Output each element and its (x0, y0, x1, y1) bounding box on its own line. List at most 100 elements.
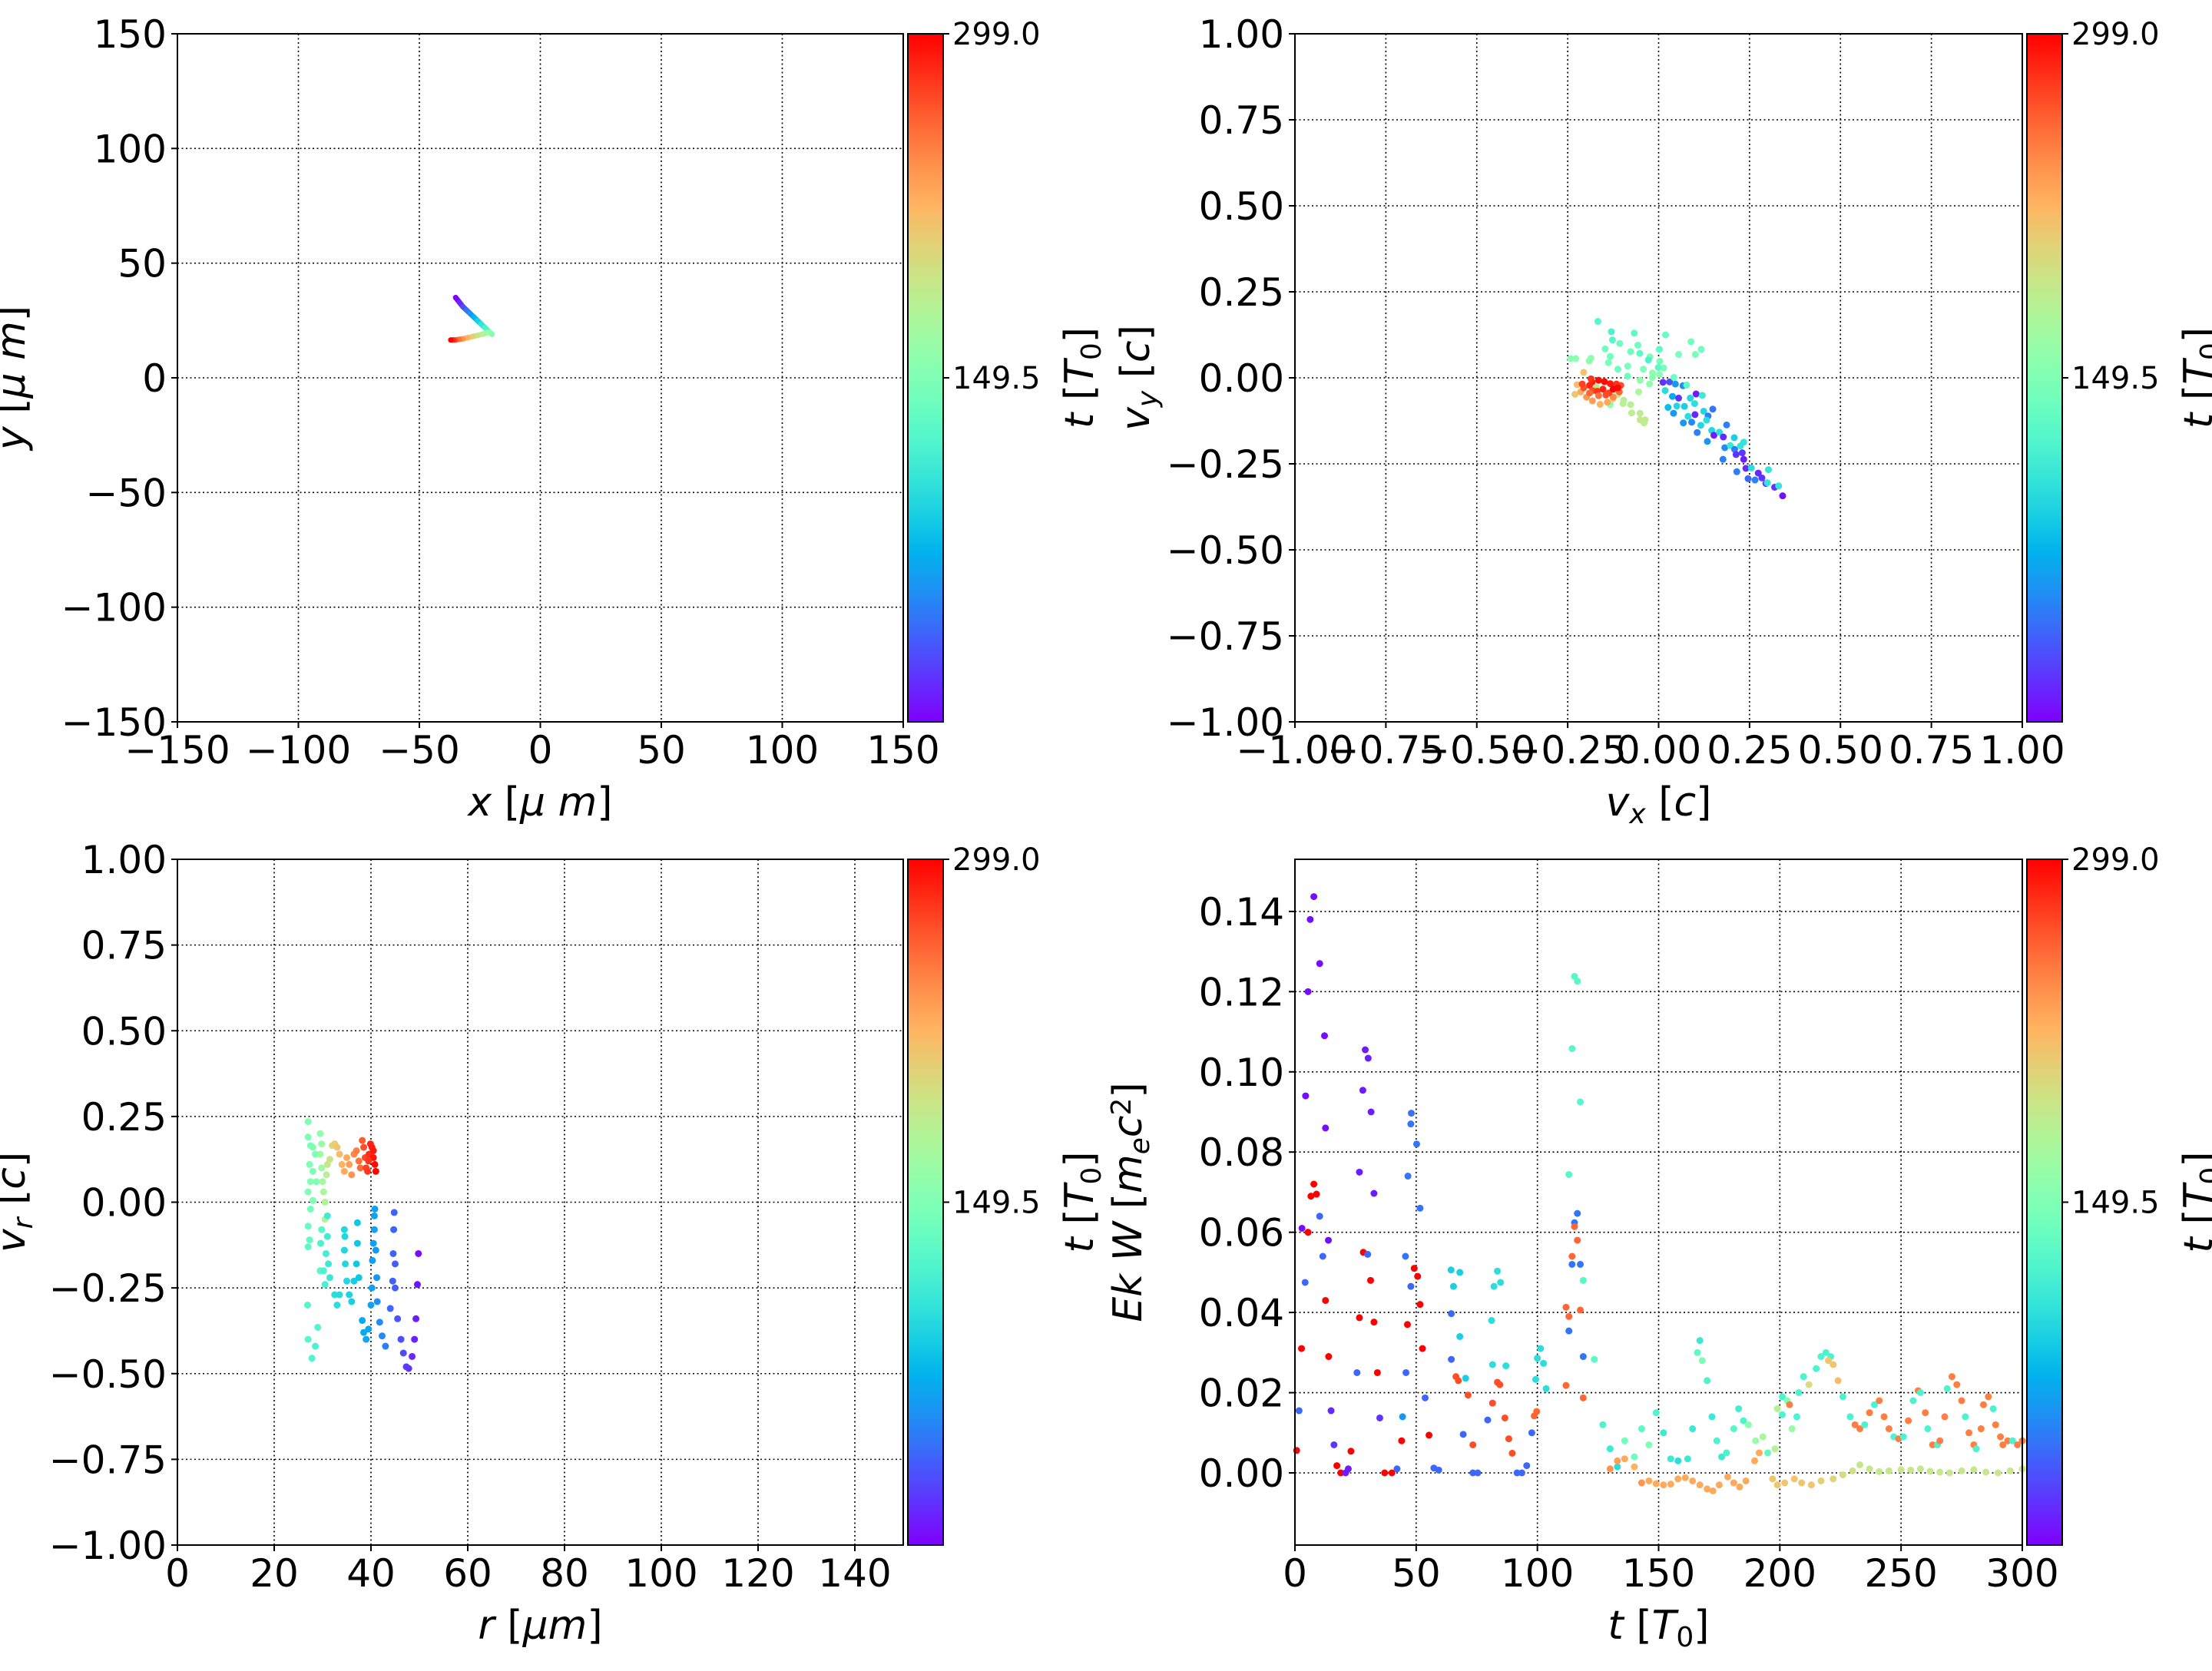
data-point (1666, 378, 1674, 385)
data-point (1965, 1429, 1973, 1437)
data-point (1781, 1479, 1789, 1487)
data-point (1631, 1453, 1638, 1461)
data-point (1641, 419, 1648, 427)
data-point (1704, 1485, 1711, 1493)
colorbar-tick-label: 149.5 (952, 361, 1041, 396)
data-point (1751, 1457, 1759, 1464)
data-point (1579, 1394, 1587, 1401)
data-point (303, 1301, 311, 1309)
x-tick-label: 100 (1501, 1551, 1574, 1596)
data-point (308, 1355, 316, 1362)
data-point (1909, 1397, 1917, 1405)
data-point (1992, 1421, 1999, 1428)
data-point (320, 1188, 327, 1196)
data-point (1943, 1385, 1951, 1392)
data-point (304, 1223, 312, 1230)
colorbar-gradient-bar (907, 859, 944, 1546)
y-axis-label-part: ] (1105, 1082, 1151, 1097)
data-point (405, 1365, 412, 1372)
data-point (1333, 1462, 1341, 1470)
data-point (1325, 1236, 1333, 1244)
y-tick-label: 0.00 (1199, 356, 1284, 401)
data-point (365, 1325, 373, 1333)
data-point (304, 1118, 312, 1126)
x-axis-label-part: T (1652, 1603, 1680, 1649)
data-point (346, 1160, 353, 1168)
colorbar-label-part: ] (1057, 327, 1103, 342)
colorbar-label-part: 0 (2195, 342, 2212, 360)
y-axis-label-part: y (0, 425, 35, 452)
data-point (1697, 346, 1705, 353)
data-point (319, 1178, 326, 1186)
colorbar-label-part: ] (2176, 1151, 2212, 1166)
data-point (1364, 1250, 1372, 1258)
data-point (1773, 1405, 1781, 1412)
data-point (1565, 1170, 1573, 1178)
data-point (1645, 1441, 1653, 1448)
data-point (372, 1167, 379, 1175)
data-point (1689, 1425, 1697, 1433)
data-point (338, 1160, 346, 1168)
data-point (1688, 419, 1696, 426)
data-point (1667, 1455, 1674, 1463)
data-point (1713, 1437, 1720, 1444)
data-point (1608, 328, 1615, 336)
data-point (1778, 1393, 1786, 1401)
y-tick-label: −0.25 (49, 1266, 167, 1311)
data-point (322, 1249, 329, 1257)
data-point (1723, 1449, 1730, 1457)
data-point (1456, 1269, 1464, 1276)
colorbar-label-part: T (2176, 357, 2212, 385)
data-point (314, 1323, 322, 1331)
data-point (376, 1319, 383, 1326)
colorbar: 299.0 149.5 t [T0] (907, 17, 1108, 723)
data-point (2014, 1441, 2022, 1448)
data-point (353, 1239, 361, 1247)
x-axis-label-part: μm (522, 1603, 588, 1649)
colorbar: 299.0 149.5 t [T0] (2026, 17, 2212, 723)
data-point (1577, 1306, 1584, 1314)
y-axis-label-part: ] (1113, 325, 1159, 340)
data-point (323, 1171, 330, 1179)
data-point (1631, 1463, 1638, 1471)
colorbar: 299.0 149.5 t [T0] (907, 842, 1108, 1546)
data-point (1660, 364, 1667, 372)
data-point (1675, 351, 1683, 359)
data-point (1870, 1401, 1878, 1408)
colorbar: 299.0 149.5 t [T0] (2026, 842, 2212, 1546)
data-point (1596, 400, 1604, 408)
data-point (1310, 1180, 1318, 1188)
colorbar-label: t [T0] (1057, 1151, 1108, 1252)
data-point (1631, 329, 1638, 337)
data-point (1459, 1431, 1467, 1438)
data-point (1313, 1190, 1320, 1198)
colorbar-label: t [T0] (2176, 1151, 2212, 1252)
data-point (1402, 1368, 1410, 1376)
y-tick-label: −0.75 (49, 1438, 167, 1482)
y-axis-label-part: [ (0, 1190, 35, 1218)
data-point (1513, 1469, 1521, 1477)
data-point (1568, 1044, 1576, 1052)
data-point (1691, 351, 1699, 359)
data-point (1747, 464, 1755, 472)
data-point (1773, 1481, 1781, 1489)
y-tick-label: 0 (142, 356, 167, 401)
trajectory-point (465, 335, 471, 341)
data-point (1614, 1457, 1621, 1464)
data-point (304, 1188, 312, 1196)
data-point (1779, 492, 1786, 500)
data-point (1574, 978, 1581, 985)
x-axis-label-part: x (1628, 799, 1646, 830)
data-point (365, 1157, 373, 1165)
data-point (331, 1291, 339, 1299)
data-point (313, 1178, 320, 1186)
data-point (1719, 455, 1727, 463)
colorbar-label-part: ] (1057, 1151, 1103, 1166)
data-point (1302, 1092, 1310, 1100)
x-tick-label: 1.00 (1979, 728, 2065, 773)
data-point (1730, 434, 1738, 442)
data-point (1542, 1385, 1550, 1392)
data-point (1730, 1479, 1737, 1487)
x-tick-label: −0.75 (1327, 728, 1445, 773)
data-point (1982, 1468, 1990, 1476)
